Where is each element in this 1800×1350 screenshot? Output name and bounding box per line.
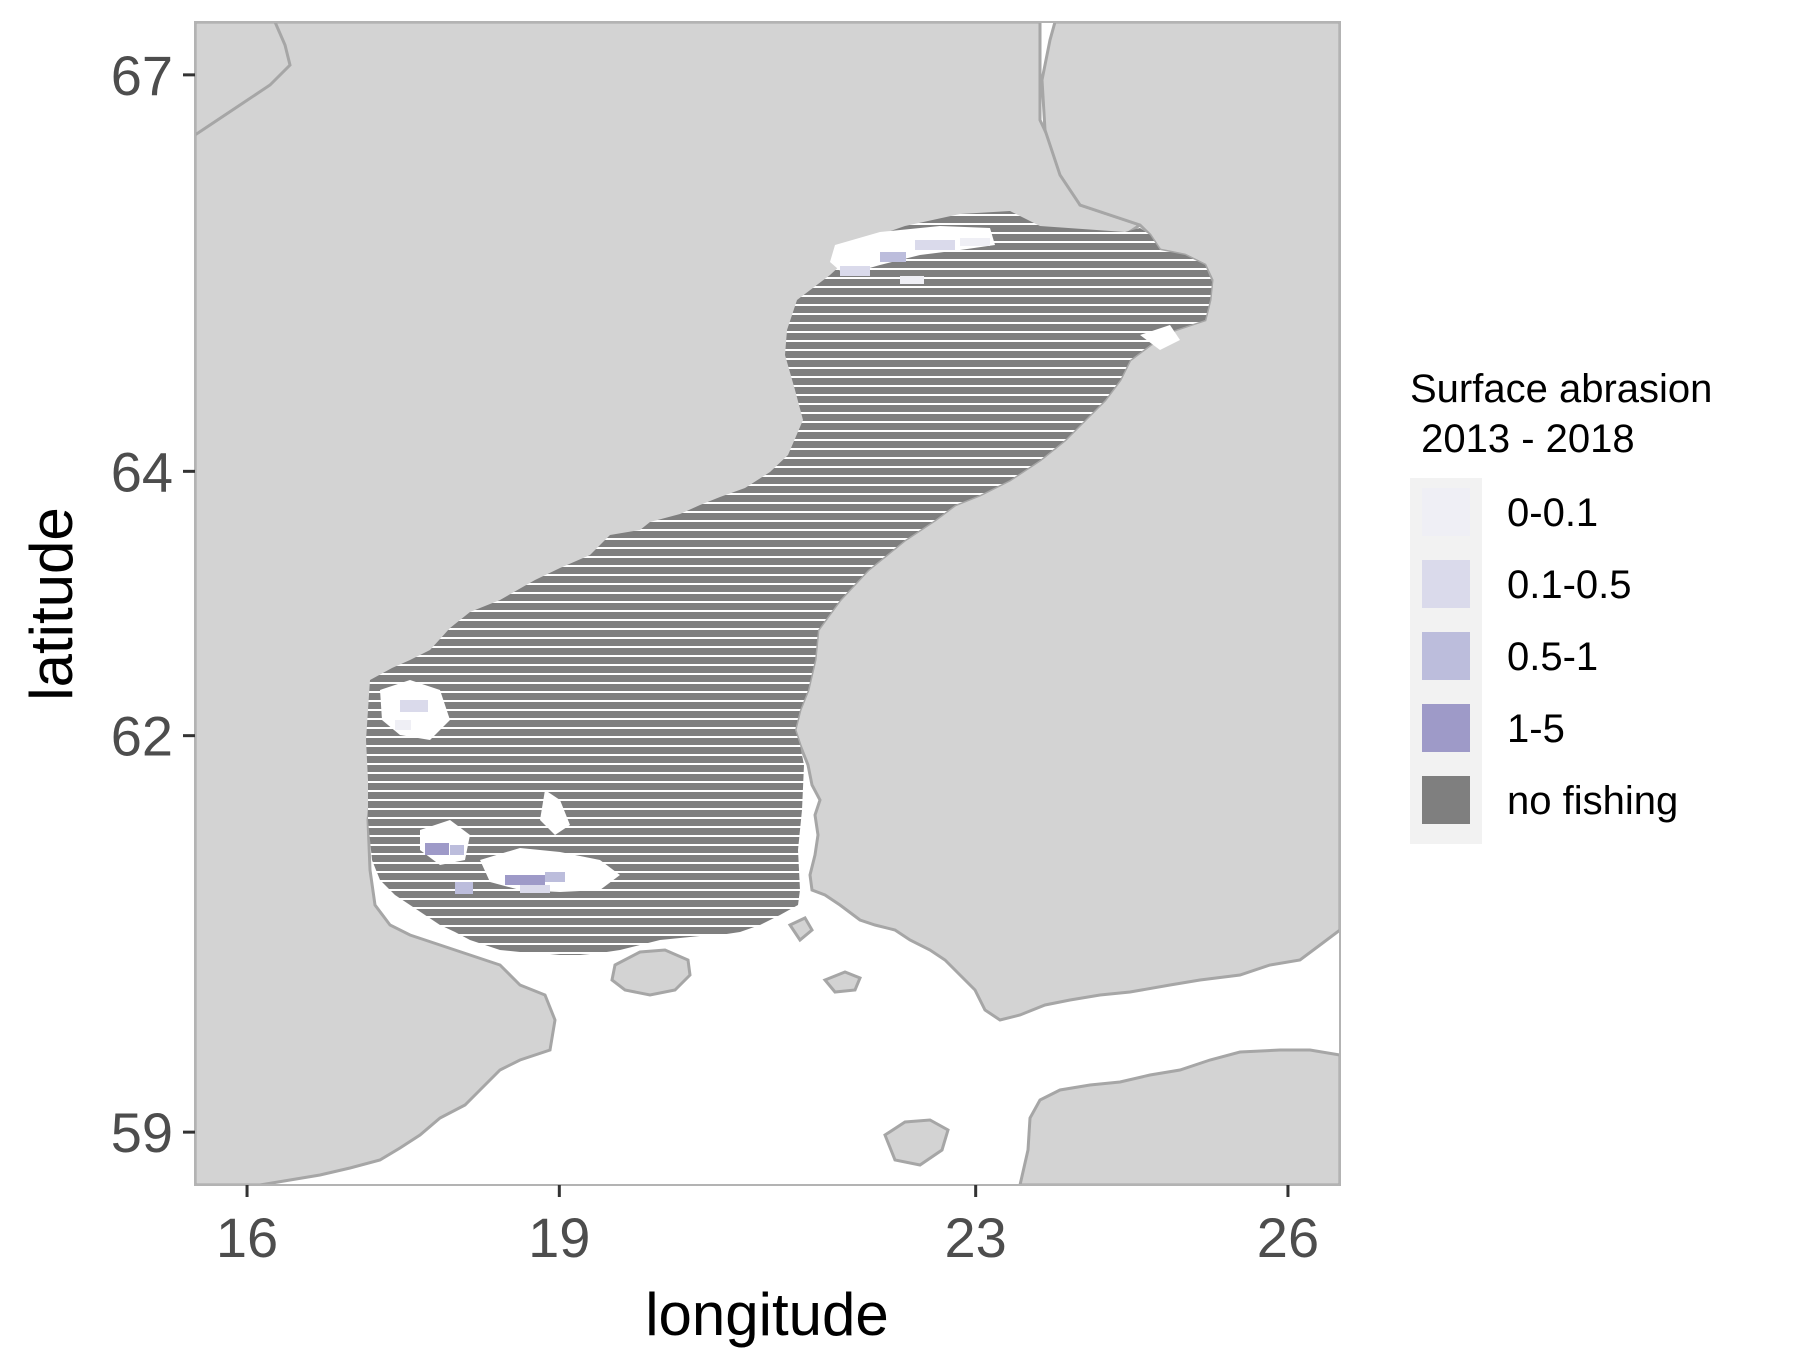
y-tick-label: 59 (111, 1101, 173, 1164)
legend-entry-label: 0-0.1 (1507, 491, 1598, 535)
abrasion-cell (880, 252, 906, 262)
legend-entry-label: 1-5 (1507, 707, 1565, 751)
x-tick-label: 23 (945, 1206, 1007, 1269)
abrasion-cell (545, 872, 565, 882)
x-tick-label: 26 (1257, 1206, 1319, 1269)
legend-title-line2: 2013 - 2018 (1410, 417, 1635, 461)
island-aland-3 (822, 970, 862, 994)
legend-entry-label: 0.5-1 (1507, 635, 1598, 679)
abrasion-cell (915, 240, 955, 250)
abrasion-cell (900, 276, 924, 284)
legend-key-swatch (1422, 488, 1470, 536)
y-axis-title: latitude (18, 507, 85, 700)
abrasion-cell (455, 882, 473, 894)
abrasion-cell (395, 720, 411, 730)
abrasion-cell (450, 845, 464, 855)
abrasion-cell (960, 238, 990, 246)
unfished-patch-5 (830, 226, 995, 275)
island-aland-2 (787, 916, 814, 943)
land-norway-corner (195, 22, 292, 137)
abrasion-cell (505, 875, 545, 885)
island-aland-1 (610, 948, 692, 997)
abrasion-cells (395, 238, 990, 894)
abrasion-cell (425, 843, 449, 855)
abrasion-cell (520, 885, 550, 893)
x-axis-title: longitude (645, 1281, 889, 1348)
panel-border (194, 21, 1341, 1186)
abrasion-cell (400, 700, 428, 712)
x-axis: 16 19 23 26 (216, 1185, 1319, 1269)
legend: Surface abrasion 2013 - 2018 0-0.1 0.1-0.… (1410, 367, 1712, 844)
legend-key-swatch (1422, 560, 1470, 608)
legend-key-swatch (1422, 632, 1470, 680)
land-estonia (1018, 1048, 1340, 1185)
y-tick-label: 64 (111, 440, 173, 503)
unfished-patch-6 (1140, 325, 1180, 350)
legend-entry-label: 0.1-0.5 (1507, 563, 1632, 607)
map-panel (195, 22, 1340, 1185)
legend-entry-label: no fishing (1507, 779, 1678, 823)
unfished-patch-4 (540, 790, 570, 835)
abrasion-cell (840, 266, 870, 276)
island-saaremaa (883, 1118, 950, 1167)
legend-title-line1: Surface abrasion (1410, 367, 1712, 411)
no-fishing-area (366, 211, 1212, 955)
x-tick-label: 19 (528, 1206, 590, 1269)
legend-key-swatch (1422, 704, 1470, 752)
x-tick-label: 16 (216, 1206, 278, 1269)
y-axis: 59 62 64 67 (111, 44, 195, 1164)
y-tick-label: 67 (111, 44, 173, 107)
y-tick-label: 62 (111, 705, 173, 768)
legend-key-swatch (1422, 776, 1470, 824)
